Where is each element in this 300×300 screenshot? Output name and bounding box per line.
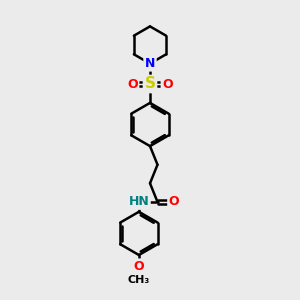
Text: CH₃: CH₃ (128, 275, 150, 285)
Text: N: N (145, 57, 155, 70)
Text: O: O (162, 77, 173, 91)
Text: O: O (134, 260, 144, 273)
Text: HN: HN (128, 195, 149, 208)
Text: S: S (145, 76, 155, 92)
Text: O: O (169, 195, 179, 208)
Text: O: O (127, 77, 138, 91)
